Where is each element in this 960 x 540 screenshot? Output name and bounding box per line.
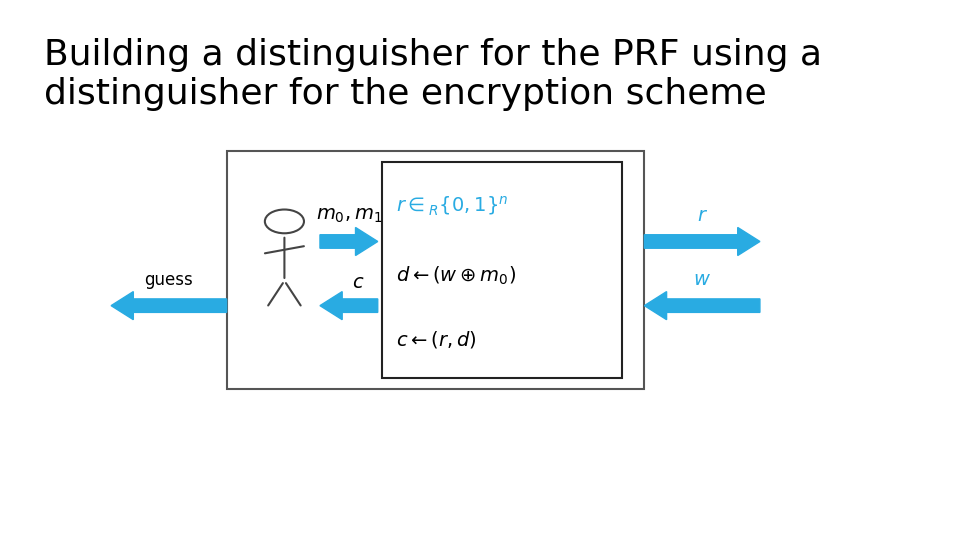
Text: $m_0, m_1$: $m_0, m_1$ xyxy=(316,206,382,225)
Text: $r \in_R \{0,1\}^n$: $r \in_R \{0,1\}^n$ xyxy=(396,194,508,218)
Text: $c$: $c$ xyxy=(351,273,364,292)
Text: $d \leftarrow (w \oplus m_0)$: $d \leftarrow (w \oplus m_0)$ xyxy=(396,265,516,287)
Text: $c \leftarrow (r, d)$: $c \leftarrow (r, d)$ xyxy=(396,329,476,350)
FancyArrow shape xyxy=(320,227,377,255)
FancyArrow shape xyxy=(644,227,760,255)
FancyArrow shape xyxy=(644,292,760,320)
FancyBboxPatch shape xyxy=(382,162,622,378)
Text: guess: guess xyxy=(145,272,193,289)
Text: $w$: $w$ xyxy=(693,271,711,289)
Text: Building a distinguisher for the PRF using a
distinguisher for the encryption sc: Building a distinguisher for the PRF usi… xyxy=(44,38,823,111)
Text: $r$: $r$ xyxy=(697,206,708,225)
FancyArrow shape xyxy=(111,292,227,320)
FancyArrow shape xyxy=(320,292,377,320)
FancyBboxPatch shape xyxy=(227,151,644,389)
